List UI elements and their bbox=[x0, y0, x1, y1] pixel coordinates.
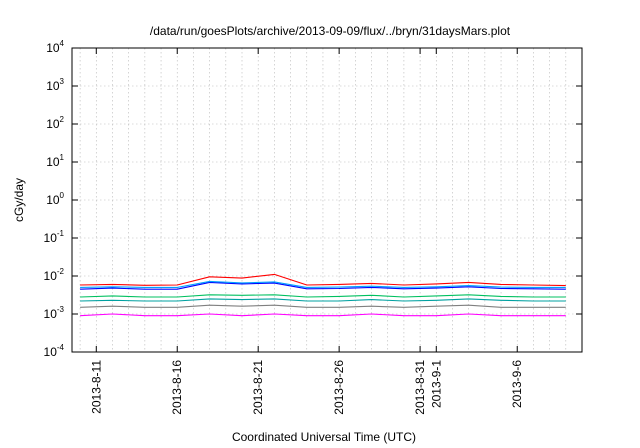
series-line-5 bbox=[80, 281, 566, 290]
x-tick-label: 2013-8-21 bbox=[251, 360, 265, 415]
y-tick-exponent: 0 bbox=[60, 191, 65, 200]
series-line-6 bbox=[80, 280, 566, 288]
y-tick-label: 103 bbox=[46, 77, 64, 93]
y-tick-label: 101 bbox=[46, 153, 64, 169]
y-tick-label: 102 bbox=[46, 115, 64, 131]
x-axis-label: Coordinated Universal Time (UTC) bbox=[232, 430, 416, 444]
y-tick-base: 10 bbox=[44, 269, 58, 283]
y-tick-exponent: 3 bbox=[60, 77, 65, 86]
y-tick-exponent: -1 bbox=[57, 229, 65, 238]
y-tick-base: 10 bbox=[46, 155, 60, 169]
chart-title: /data/run/goesPlots/archive/2013-09-09/f… bbox=[150, 24, 511, 38]
y-tick-exponent: -3 bbox=[57, 305, 65, 314]
x-tick-label: 2013-9-6 bbox=[510, 360, 524, 408]
y-tick-base: 10 bbox=[46, 79, 60, 93]
series-group bbox=[80, 273, 566, 317]
y-tick-base: 10 bbox=[46, 193, 60, 207]
y-tick-label: 10-4 bbox=[44, 343, 65, 359]
y-tick-base: 10 bbox=[46, 117, 60, 131]
y-tick-exponent: 4 bbox=[60, 39, 65, 48]
y-tick-exponent: -2 bbox=[57, 267, 65, 276]
x-tick-label: 2013-8-26 bbox=[332, 360, 346, 415]
x-tick-label: 2013-8-31 bbox=[413, 360, 427, 415]
y-tick-base: 10 bbox=[44, 307, 58, 321]
y-tick-base: 10 bbox=[44, 231, 58, 245]
grid-lines bbox=[72, 48, 582, 352]
y-tick-exponent: 1 bbox=[60, 153, 65, 162]
y-tick-label: 10-2 bbox=[44, 267, 65, 283]
series-line-4 bbox=[80, 294, 566, 298]
series-line-7 bbox=[80, 273, 566, 287]
x-tick-label: 2013-8-16 bbox=[170, 360, 184, 415]
x-axis-ticks: 2013-8-11 2013-8-16 2013-8-21 2013-8-26 2013… bbox=[89, 48, 524, 415]
y-tick-label: 10-1 bbox=[44, 229, 65, 245]
series-line-2 bbox=[80, 304, 566, 308]
x-tick-label: 2013-9-1 bbox=[429, 360, 443, 408]
y-axis-label: cGy/day bbox=[12, 178, 26, 222]
y-tick-base: 10 bbox=[46, 41, 60, 55]
y-tick-base: 10 bbox=[44, 345, 58, 359]
y-tick-exponent: 2 bbox=[60, 115, 65, 124]
x-tick-label: 2013-8-11 bbox=[89, 360, 103, 414]
series-line-1 bbox=[80, 313, 566, 317]
y-tick-label: 104 bbox=[46, 39, 64, 55]
y-tick-label: 100 bbox=[46, 191, 64, 207]
series-line-3 bbox=[80, 298, 566, 302]
y-tick-label: 10-3 bbox=[44, 305, 65, 321]
y-tick-exponent: -4 bbox=[57, 343, 65, 352]
